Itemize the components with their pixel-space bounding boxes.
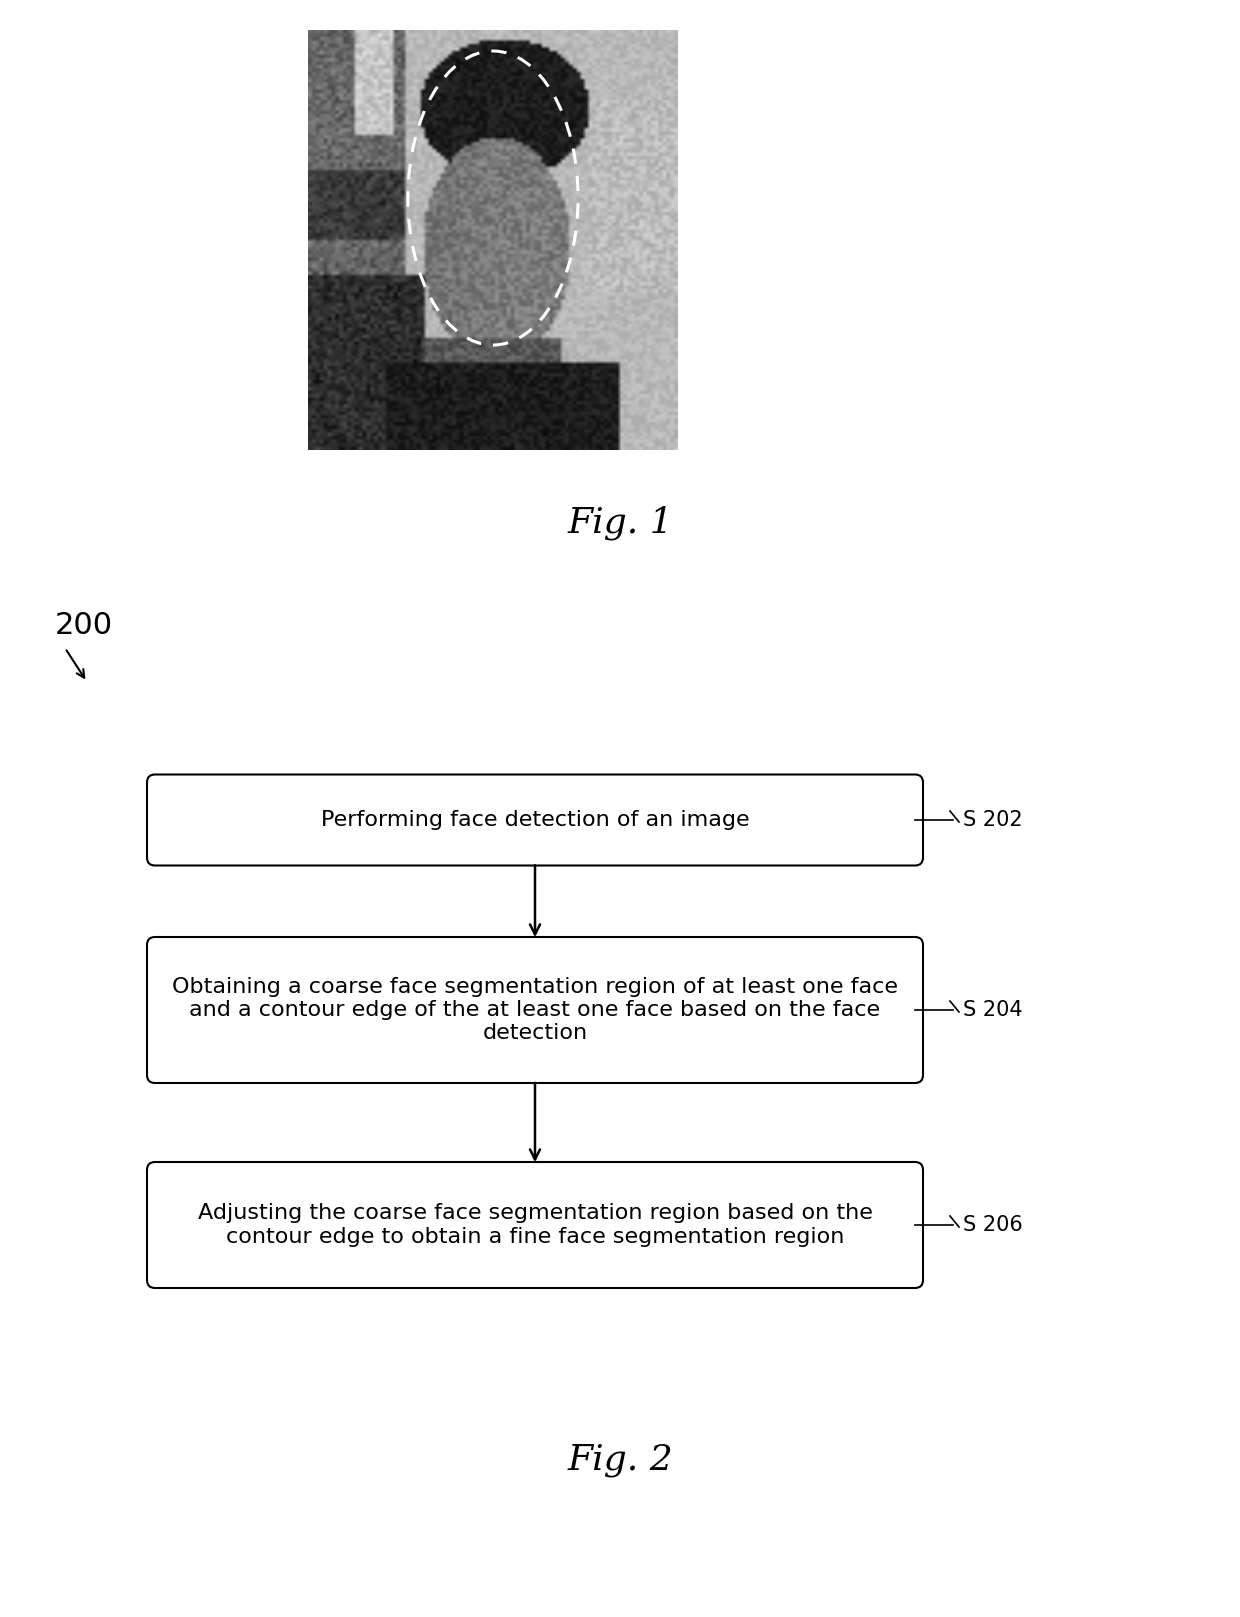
Text: Obtaining a coarse face segmentation region of at least one face
and a contour e: Obtaining a coarse face segmentation reg… — [172, 977, 898, 1043]
Text: Fig. 1: Fig. 1 — [567, 505, 673, 540]
FancyBboxPatch shape — [148, 936, 923, 1083]
Text: Adjusting the coarse face segmentation region based on the
contour edge to obtai: Adjusting the coarse face segmentation r… — [197, 1203, 873, 1247]
FancyBboxPatch shape — [148, 775, 923, 865]
Text: Performing face detection of an image: Performing face detection of an image — [321, 810, 749, 830]
Text: S 202: S 202 — [963, 810, 1023, 830]
FancyBboxPatch shape — [148, 1163, 923, 1289]
Text: 200: 200 — [55, 611, 113, 640]
Text: S 206: S 206 — [963, 1214, 1023, 1235]
Text: Fig. 2: Fig. 2 — [567, 1442, 673, 1476]
Text: S 204: S 204 — [963, 999, 1023, 1020]
